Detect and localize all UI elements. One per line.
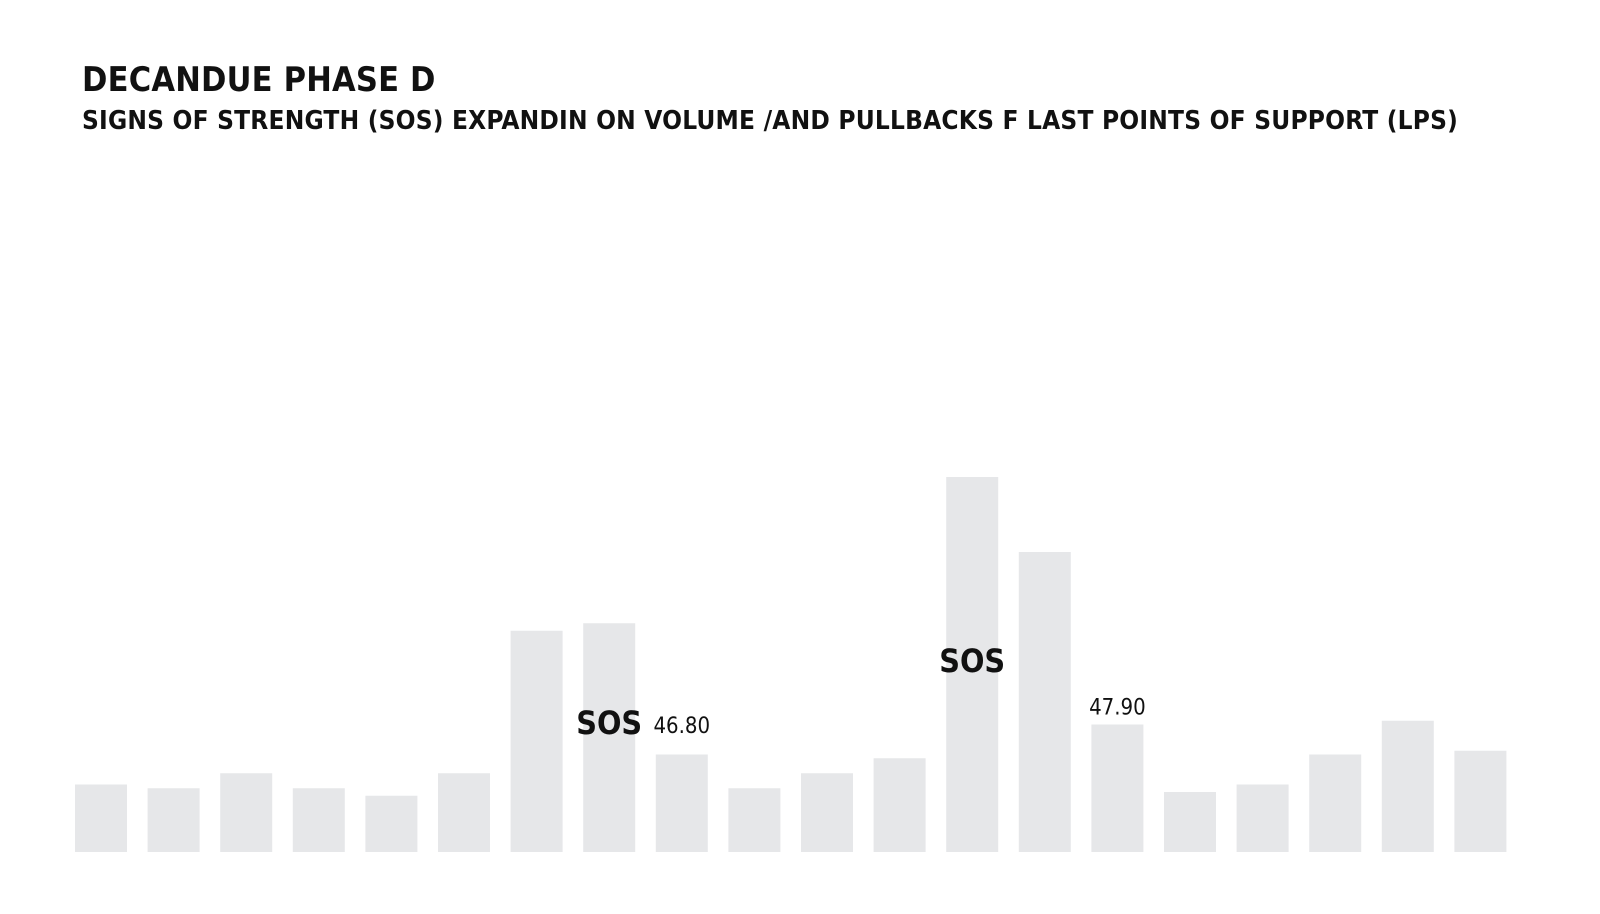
volume-bar	[1236, 784, 1289, 852]
volume-bar	[1454, 750, 1507, 852]
volume-sos-label: SOS	[576, 704, 642, 742]
volume-bar	[147, 788, 200, 852]
volume-bar	[655, 754, 708, 852]
volume-bar	[510, 630, 563, 852]
volume-bar	[75, 784, 127, 852]
volume-bar	[220, 773, 273, 852]
volume-bar	[365, 795, 418, 852]
volume-layer	[75, 477, 1507, 852]
volume-bar	[801, 773, 853, 852]
volume-bar	[583, 623, 636, 852]
chart-subtitle: SIGNS OF STRENGTH (SOS) EXPANDIN ON VOLU…	[82, 106, 1459, 136]
volume-sos-label: SOS	[939, 642, 1005, 680]
volume-bar	[873, 758, 926, 852]
volume-bar	[1091, 724, 1144, 852]
volume-bar	[1309, 754, 1362, 852]
volume-bar	[1164, 792, 1216, 852]
volume-value-label: 46.80	[653, 714, 710, 739]
label-layer: 48.5049.50LPS46.8HIGHERLPS47.90SOS46.80S…	[576, 642, 1146, 742]
chart-title: DECANDUE PHASE D	[82, 60, 436, 100]
volume-bar	[728, 788, 781, 852]
volume-bar	[1018, 552, 1071, 852]
volume-bar	[438, 773, 490, 852]
volume-bar	[946, 477, 999, 852]
volume-value-label: 47.90	[1089, 696, 1146, 721]
title-block: DECANDUE PHASE D SIGNS OF STRENGTH (SOS)…	[82, 58, 1458, 140]
volume-bar	[292, 788, 345, 852]
volume-bar	[1381, 720, 1434, 852]
